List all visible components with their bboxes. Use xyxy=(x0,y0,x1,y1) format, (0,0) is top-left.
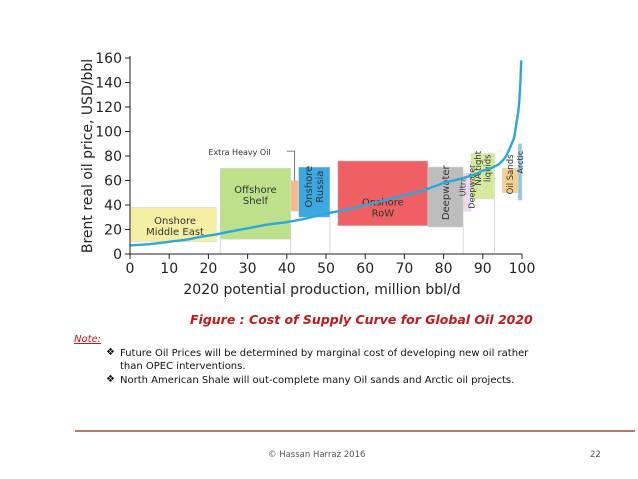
segment-label-3: OnshoreRussia xyxy=(304,166,326,208)
y-tick-label: 120 xyxy=(95,100,122,116)
x-tick-label: 20 xyxy=(199,261,217,277)
segment-bar-2 xyxy=(290,180,299,212)
segment-label-group: Onshore Middle East Offshore Shelf OnshoreRu… xyxy=(146,148,525,238)
page-number: 22 xyxy=(590,450,601,460)
y-tick-label: 140 xyxy=(95,76,122,92)
x-tick-label: 60 xyxy=(356,261,374,277)
x-axis-label: 2020 potential production, million bbl/d xyxy=(183,282,460,298)
x-tick-label: 10 xyxy=(160,261,178,277)
segment-bar-3 xyxy=(298,166,331,218)
segment-label-6: UltraDeepwater xyxy=(459,164,477,209)
segment-label-0: Onshore Middle East xyxy=(146,216,204,238)
note-bullet-2: ❖ North American Shale will out-complete… xyxy=(106,374,551,387)
segment-label-1: Offshore Shelf xyxy=(234,185,276,207)
y-tick-label: 60 xyxy=(104,174,122,190)
segment-label-9: Arctic xyxy=(516,151,525,174)
x-tick-label: 100 xyxy=(509,261,536,277)
y-axis-label: Brent real oil price, USD/bbl xyxy=(80,59,96,253)
segment-bar-9 xyxy=(517,143,523,201)
note-text-2: North American Shale will out-complete m… xyxy=(120,375,515,386)
x-tick-label: 80 xyxy=(435,261,453,277)
diamond-bullet-icon: ❖ xyxy=(106,347,115,358)
note-text-1: Future Oil Prices will be determined by … xyxy=(120,348,529,372)
cost-supply-chart: Onshore Middle East Offshore Shelf OnshoreRu… xyxy=(80,51,536,298)
footer-copyright: © Hassan Harraz 2016 xyxy=(268,450,366,460)
annotation-leader xyxy=(286,150,296,181)
annotation-label: Extra Heavy Oil xyxy=(208,148,270,157)
y-tick-label: 160 xyxy=(95,51,122,67)
segment-label-8: Oil Sands xyxy=(506,154,516,195)
figure-caption: Figure : Cost of Supply Curve for Global… xyxy=(190,312,533,327)
notes-list: ❖ Future Oil Prices will be determined b… xyxy=(106,347,551,388)
y-tick-label: 0 xyxy=(113,247,122,263)
note-bullet-1: ❖ Future Oil Prices will be determined b… xyxy=(106,347,551,373)
x-tick-label: 40 xyxy=(278,261,296,277)
x-tick-label: 70 xyxy=(395,261,413,277)
supply-curve-line xyxy=(129,60,523,247)
diamond-bullet-icon: ❖ xyxy=(106,374,115,385)
x-tick-label: 90 xyxy=(474,261,492,277)
segment-label-5: Deepwater xyxy=(441,164,452,220)
y-tick-label: 100 xyxy=(95,125,122,141)
segment-label-4: Onshore RoW xyxy=(362,197,404,219)
y-tick-label: 40 xyxy=(104,198,122,214)
x-tick-label: 50 xyxy=(317,261,335,277)
y-tick-label: 20 xyxy=(104,223,122,239)
segment-group xyxy=(129,143,523,254)
x-tick-label: 30 xyxy=(239,261,257,277)
y-tick-label: 80 xyxy=(104,149,122,165)
footer-rule xyxy=(75,430,635,432)
segment-bar-5 xyxy=(427,166,464,228)
x-tick-label: 0 xyxy=(126,261,135,277)
note-label: Note: xyxy=(74,334,102,345)
